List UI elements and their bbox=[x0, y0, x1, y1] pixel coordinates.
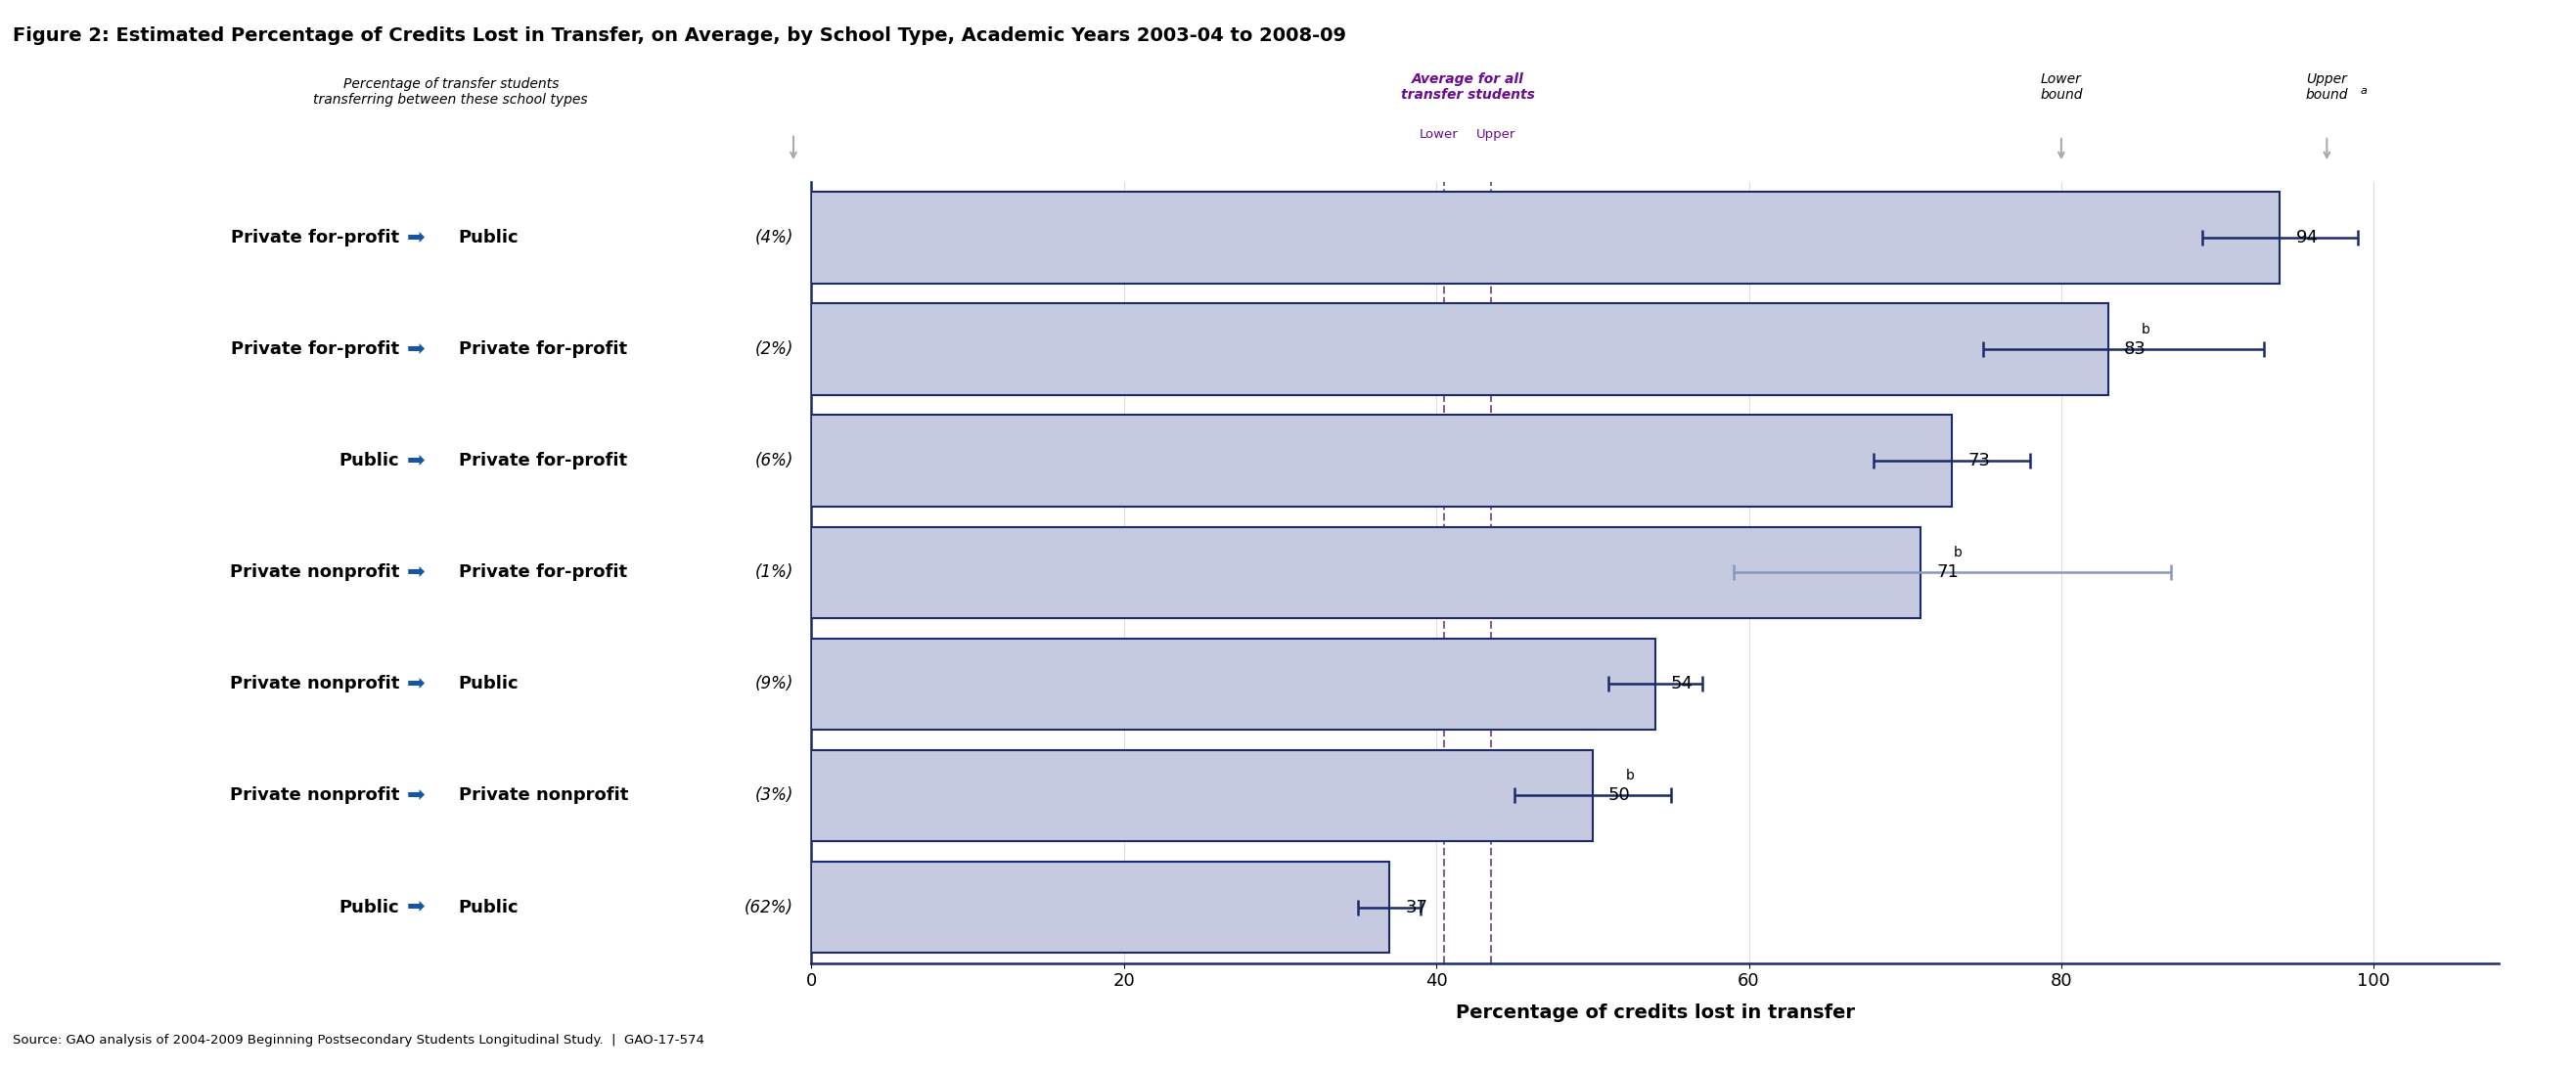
Text: ➡: ➡ bbox=[407, 785, 425, 806]
Text: Public: Public bbox=[340, 452, 399, 470]
Text: ➡: ➡ bbox=[407, 228, 425, 247]
Text: ➡: ➡ bbox=[407, 452, 425, 471]
Text: 71: 71 bbox=[1937, 564, 1958, 581]
Text: Private for-profit: Private for-profit bbox=[232, 340, 399, 358]
Text: Percentage of transfer students
transferring between these school types: Percentage of transfer students transfer… bbox=[314, 77, 587, 107]
Text: Private nonprofit: Private nonprofit bbox=[229, 675, 399, 693]
Text: (1%): (1%) bbox=[755, 564, 793, 581]
X-axis label: Percentage of credits lost in transfer: Percentage of credits lost in transfer bbox=[1455, 1004, 1855, 1022]
Bar bbox=[811, 639, 1654, 730]
Bar bbox=[811, 304, 2107, 395]
Text: Public: Public bbox=[459, 899, 518, 916]
Text: Average for all
transfer students: Average for all transfer students bbox=[1401, 72, 1535, 102]
Text: (3%): (3%) bbox=[755, 786, 793, 805]
Text: 50: 50 bbox=[1607, 786, 1631, 805]
Text: Private nonprofit: Private nonprofit bbox=[229, 786, 399, 805]
Text: 54: 54 bbox=[1672, 675, 1692, 693]
Text: 94: 94 bbox=[2295, 229, 2318, 246]
Text: ➡: ➡ bbox=[407, 674, 425, 693]
Text: Private for-profit: Private for-profit bbox=[459, 340, 626, 358]
Text: Private nonprofit: Private nonprofit bbox=[459, 786, 629, 805]
Text: Upper
bound: Upper bound bbox=[2306, 72, 2349, 102]
Text: Upper: Upper bbox=[1476, 128, 1515, 141]
Text: (4%): (4%) bbox=[755, 229, 793, 246]
Text: ➡: ➡ bbox=[407, 898, 425, 917]
Text: Private for-profit: Private for-profit bbox=[232, 229, 399, 246]
Text: ➡: ➡ bbox=[407, 339, 425, 360]
Text: b: b bbox=[1625, 768, 1633, 782]
Text: Lower: Lower bbox=[1419, 128, 1458, 141]
Text: Public: Public bbox=[340, 899, 399, 916]
Bar bbox=[811, 526, 1922, 618]
Text: (2%): (2%) bbox=[755, 340, 793, 358]
Text: b: b bbox=[1953, 546, 1963, 560]
Text: 83: 83 bbox=[2123, 340, 2146, 358]
Text: 37: 37 bbox=[1404, 899, 1427, 916]
Text: Private nonprofit: Private nonprofit bbox=[229, 564, 399, 581]
Text: 73: 73 bbox=[1968, 452, 1991, 470]
Text: ➡: ➡ bbox=[407, 563, 425, 582]
Text: (9%): (9%) bbox=[755, 675, 793, 693]
Text: Source: GAO analysis of 2004-2009 Beginning Postsecondary Students Longitudinal : Source: GAO analysis of 2004-2009 Beginn… bbox=[13, 1034, 703, 1046]
Text: Public: Public bbox=[459, 229, 518, 246]
Text: a: a bbox=[2360, 87, 2367, 96]
Text: Private for-profit: Private for-profit bbox=[459, 564, 626, 581]
Text: Private for-profit: Private for-profit bbox=[459, 452, 626, 470]
Text: Figure 2: Estimated Percentage of Credits Lost in Transfer, on Average, by Schoo: Figure 2: Estimated Percentage of Credit… bbox=[13, 27, 1347, 45]
Bar bbox=[811, 415, 1953, 506]
Text: (62%): (62%) bbox=[744, 899, 793, 916]
Text: Public: Public bbox=[459, 675, 518, 693]
Bar bbox=[811, 861, 1388, 953]
Text: Lower
bound: Lower bound bbox=[2040, 72, 2081, 102]
Bar bbox=[811, 750, 1592, 841]
Text: (6%): (6%) bbox=[755, 452, 793, 470]
Text: b: b bbox=[2141, 322, 2148, 336]
Bar bbox=[811, 192, 2280, 284]
